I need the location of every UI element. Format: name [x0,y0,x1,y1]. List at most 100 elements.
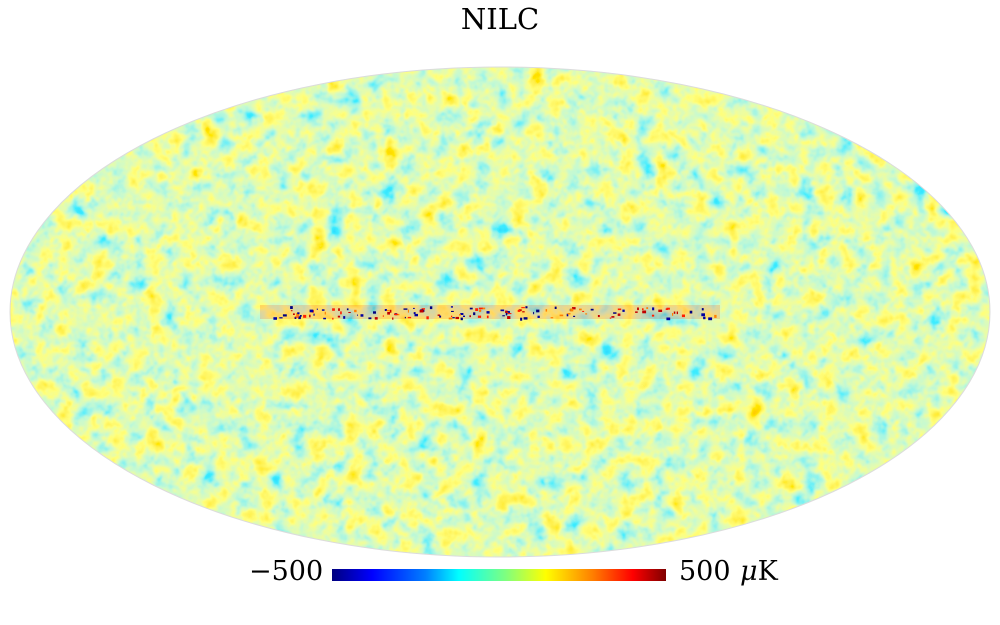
plane-residual-speck [486,311,490,314]
plane-residual-speck [396,313,400,316]
plane-residual-speck [611,316,615,318]
plane-residual-speck [437,314,441,316]
plane-residual-speck [502,315,505,317]
plane-residual-speck [290,306,293,309]
colorbar-min-label: −500 [249,556,324,587]
plane-residual-speck [507,311,510,314]
plane-residual-speck [332,317,334,320]
plane-residual-speck [505,310,508,313]
plane-residual-speck [617,308,622,311]
plane-residual-speck [481,307,486,310]
colorbar-unit-symbol: μ [740,556,758,587]
plane-residual-speck [507,313,512,315]
plane-residual-speck [652,307,655,311]
plane-residual-speck [382,315,384,317]
plane-residual-speck [622,309,625,312]
plane-residual-speck [450,306,453,308]
plane-residual-speck [429,306,433,310]
plane-residual-speck [298,316,301,320]
plane-residual-speck [294,316,297,319]
plane-residual-speck [343,316,346,319]
plane-residual-speck [297,312,300,315]
plane-residual-speck [469,315,471,318]
plane-residual-speck [617,313,621,316]
plane-residual-speck [517,310,521,312]
plane-residual-speck [439,315,442,318]
plane-residual-speck [689,310,693,314]
plane-residual-speck [338,308,340,311]
colorbar-max-label: 500 [679,556,731,587]
plane-residual-speck [520,317,523,321]
plane-residual-speck [672,313,674,316]
plane-residual-speck [360,314,364,317]
plane-residual-speck [324,311,326,315]
plane-residual-speck [403,308,408,310]
plane-residual-speck [299,315,302,317]
plane-residual-speck [404,316,406,319]
plane-residual-speck [673,311,676,314]
plane-residual-speck [323,317,326,320]
plane-residual-speck [665,308,668,310]
map-title: NILC [460,2,540,36]
plane-residual-speck [448,317,453,320]
plane-residual-speck [545,309,548,312]
plane-residual-speck [452,317,455,319]
plane-residual-speck [533,311,535,315]
colorbar-unit: μK [740,556,778,587]
plane-residual-speck [477,315,482,318]
plane-residual-speck [460,313,464,315]
plane-residual-speck [413,312,416,315]
plane-residual-speck [550,317,554,319]
plane-residual-speck [373,311,376,314]
plane-residual-speck [346,308,349,311]
plane-residual-speck [714,314,717,318]
plane-residual-speck [500,309,505,312]
plane-residual-speck [523,317,528,320]
plane-residual-speck [384,309,387,311]
plane-residual-speck [354,309,357,313]
cmb-texture [10,67,990,557]
plane-residual-speck [579,308,582,311]
plane-residual-speck [368,317,372,320]
plane-residual-speck [536,309,540,313]
plane-residual-speck [507,316,511,319]
plane-residual-speck [642,310,647,314]
plane-residual-speck [701,313,705,317]
map-outline [9,66,991,558]
plane-residual-speck [646,307,649,309]
plane-residual-speck [407,309,409,313]
plane-residual-speck [701,308,704,311]
plane-residual-speck [570,308,574,312]
plane-residual-speck [537,315,540,318]
plane-residual-speck [525,306,528,309]
plane-residual-speck [394,313,398,316]
plane-residual-speck [681,314,685,318]
plane-residual-speck [309,314,311,318]
plane-residual-speck [475,308,479,311]
plane-residual-speck [559,314,564,317]
plane-residual-speck [463,315,465,317]
plane-residual-speck [554,306,557,309]
plane-residual-speck [573,315,576,317]
plane-residual-speck [337,315,341,318]
plane-residual-speck [473,312,476,316]
plane-residual-speck [386,309,390,312]
plane-residual-speck [460,317,463,321]
plane-residual-speck [597,315,600,318]
plane-residual-speck [451,310,454,312]
plane-residual-speck [374,317,378,320]
plane-residual-speck [389,309,392,313]
plane-residual-speck [666,317,671,321]
plane-residual-speck [273,317,277,320]
plane-residual-speck [708,317,713,321]
plane-residual-speck [521,307,525,309]
plane-residual-speck [590,308,594,311]
plane-residual-speck [419,309,424,313]
colorbar [332,569,666,581]
plane-residual-speck [567,313,571,315]
plane-residual-speck [666,307,670,310]
plane-residual-speck [658,309,663,312]
plane-residual-speck [522,311,525,313]
plane-residual-speck [332,308,335,311]
